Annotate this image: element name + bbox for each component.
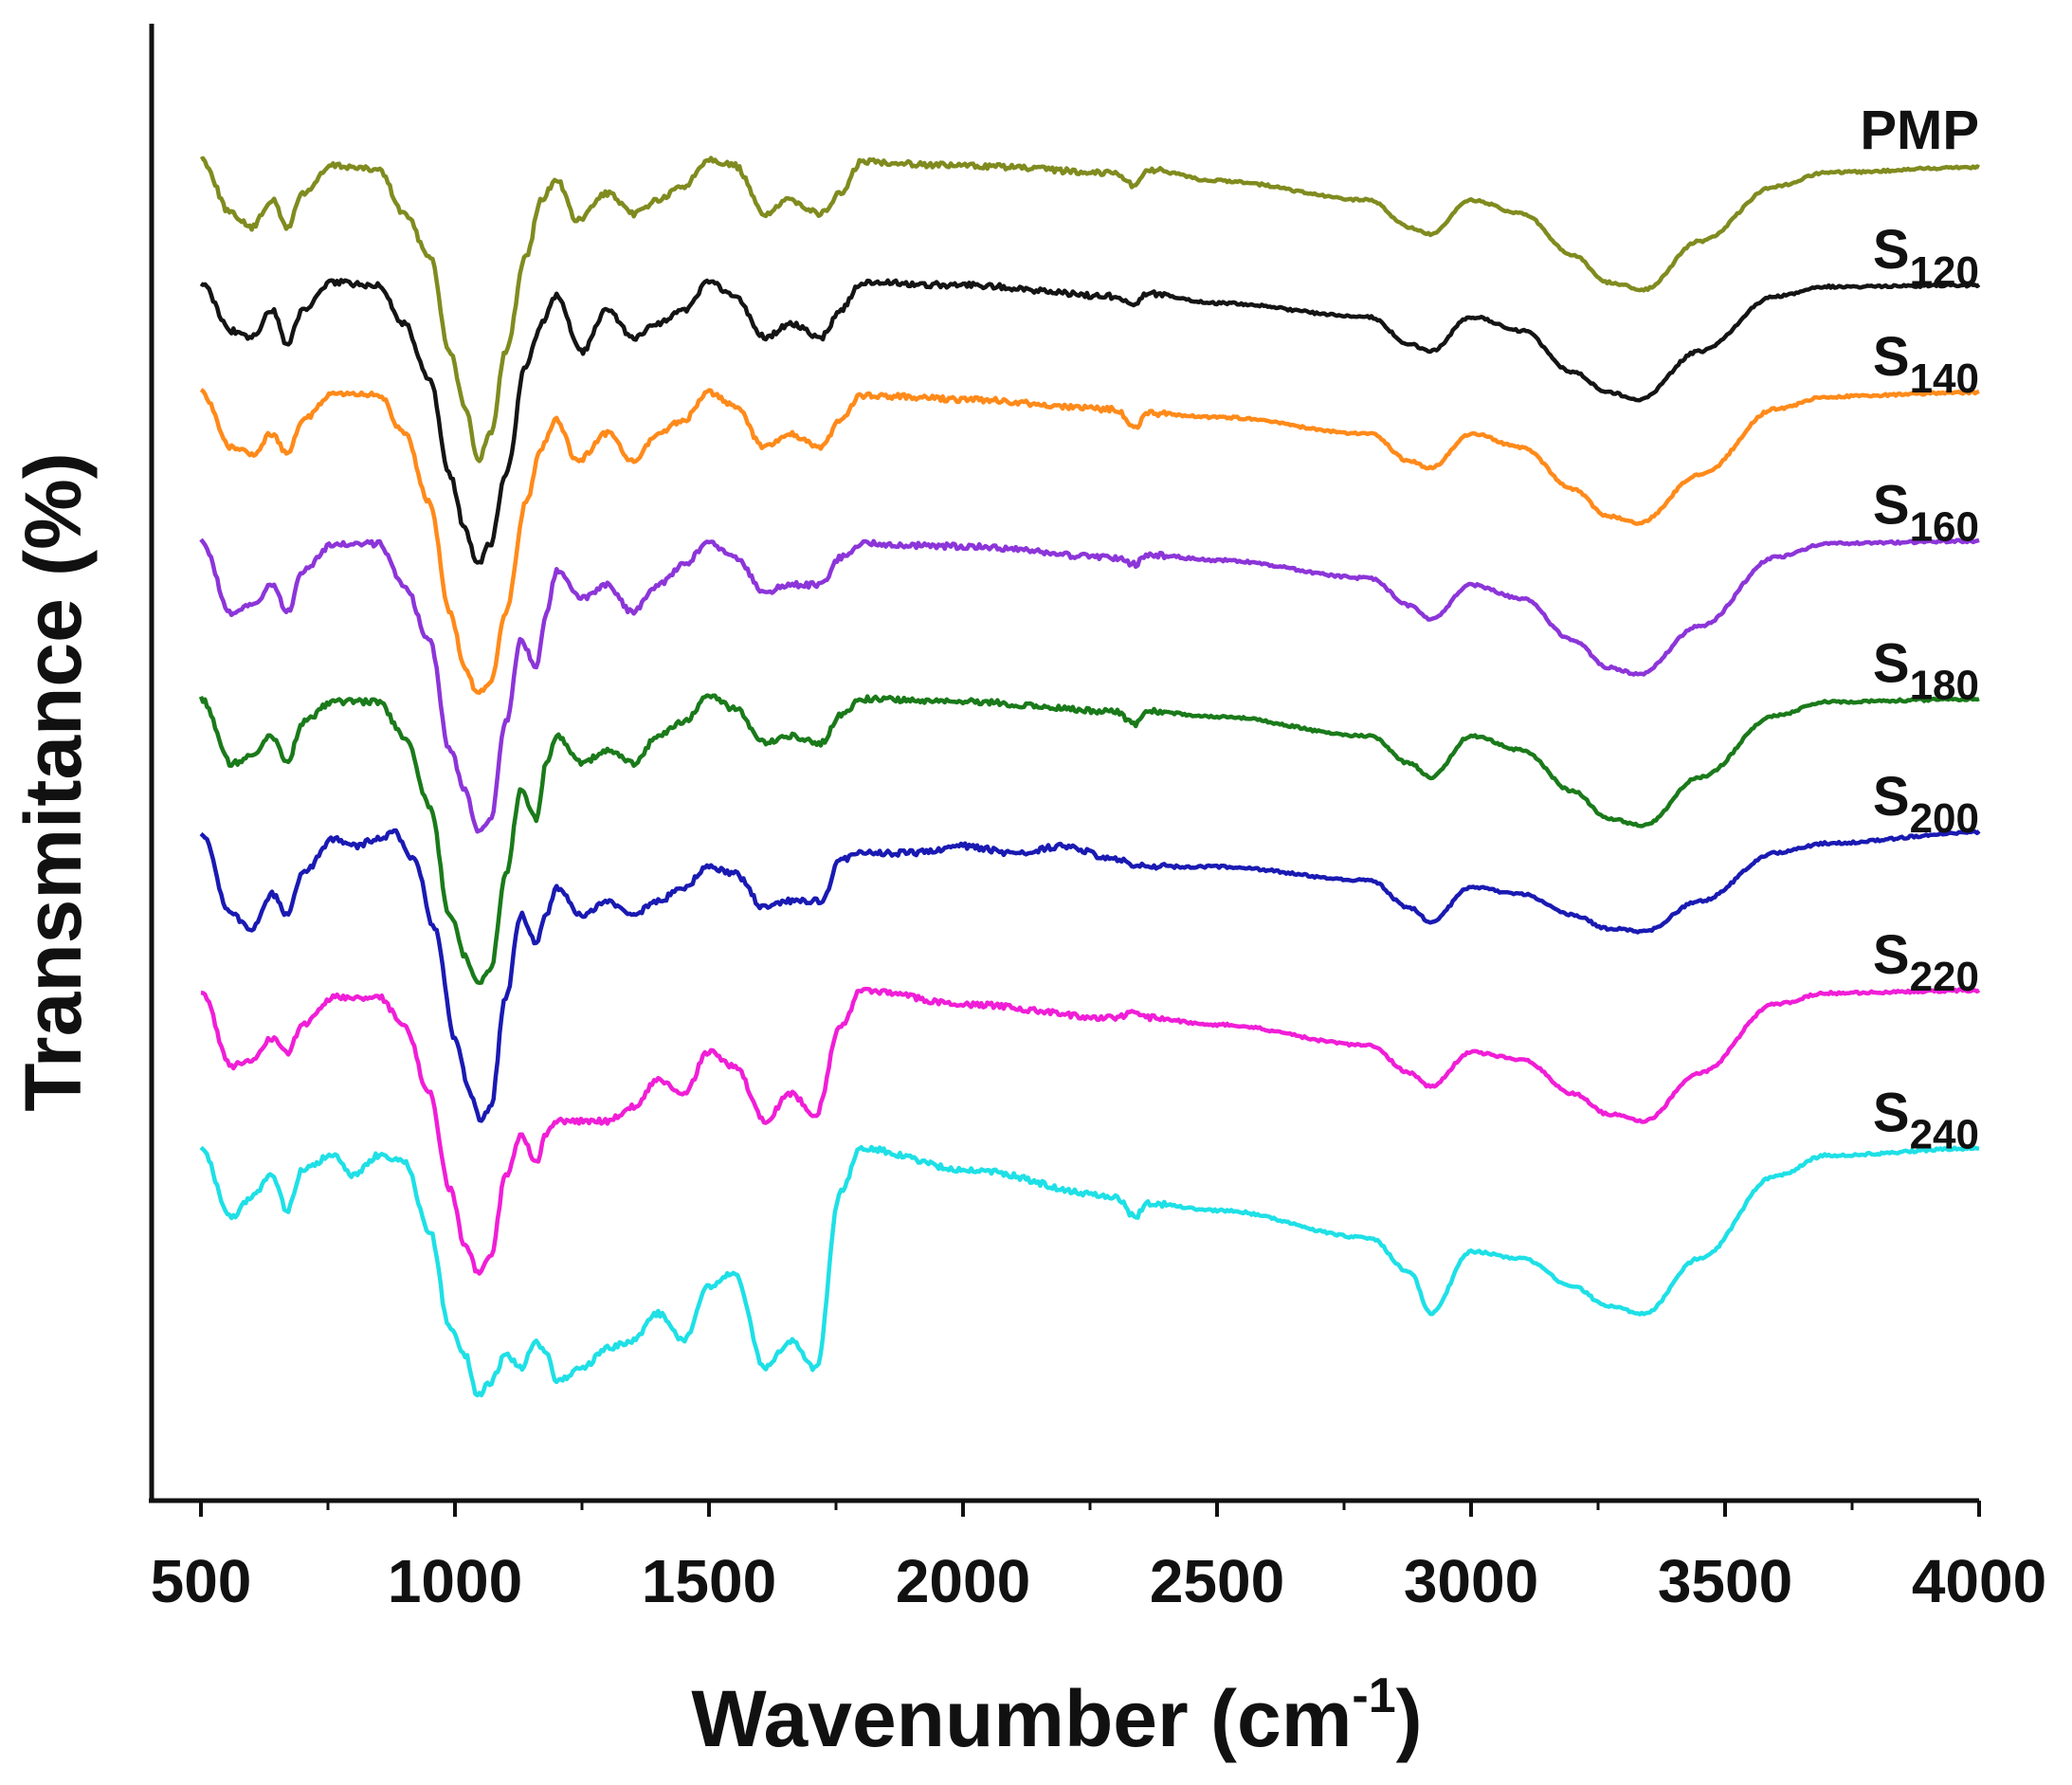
- x-axis-title-main: Wavenumber (cm: [691, 1674, 1352, 1763]
- series-label-subscript: 120: [1910, 248, 1979, 295]
- series-label-s160: S160: [1873, 475, 1979, 551]
- series-label-s240: S240: [1873, 1083, 1979, 1158]
- series-line-pmp: [199, 155, 1981, 464]
- series-line-s180: [198, 693, 1980, 986]
- series-label-subscript: 180: [1910, 662, 1979, 708]
- series-label-pmp: PMP: [1860, 100, 1979, 161]
- series-label-subscript: 220: [1910, 954, 1979, 1000]
- series-label-main: S: [1873, 475, 1910, 537]
- x-tick-label-2500: 2500: [1150, 1547, 1284, 1615]
- series-label-main: S: [1873, 326, 1910, 388]
- x-tick-label-3500: 3500: [1658, 1547, 1792, 1615]
- series-line-s240: [199, 1144, 1980, 1398]
- series-label-main: S: [1873, 219, 1910, 281]
- x-tick-label-500: 500: [151, 1547, 252, 1615]
- x-tick-label-4000: 4000: [1912, 1547, 2046, 1615]
- x-axis-title: Wavenumber (cm-1): [691, 1668, 1422, 1763]
- series-label-subscript: 160: [1910, 504, 1979, 551]
- series-label-s120: S120: [1873, 219, 1979, 295]
- series-line-s220: [200, 986, 1981, 1276]
- x-tick-label-1500: 1500: [642, 1547, 776, 1615]
- series-line-s160: [199, 537, 1980, 834]
- x-axis-title-close: ): [1396, 1674, 1423, 1763]
- x-tick-label-2000: 2000: [896, 1547, 1030, 1615]
- series-label-main: S: [1873, 924, 1910, 986]
- series-label-main: S: [1873, 766, 1910, 828]
- series-label-subscript: 240: [1910, 1112, 1979, 1158]
- series-line-s120: [199, 278, 1981, 565]
- series-label-subscript: 140: [1910, 355, 1979, 402]
- x-axis-title-sup: -1: [1352, 1668, 1395, 1723]
- x-ticks: 500 1000 1500 2000 2500 3000 3500 4000: [151, 1501, 2046, 1615]
- series-label-s140: S140: [1873, 326, 1979, 402]
- y-axis-title: Transmitance (%): [9, 452, 98, 1112]
- series-label-s220: S220: [1873, 924, 1979, 1000]
- series-layer: [198, 155, 1981, 1398]
- series-label-main: S: [1873, 1083, 1910, 1144]
- x-tick-label-1000: 1000: [388, 1547, 522, 1615]
- series-line-s140: [199, 388, 1980, 696]
- series-label-s200: S200: [1873, 766, 1979, 842]
- series-label-main: PMP: [1860, 100, 1979, 161]
- series-label-main: S: [1873, 632, 1910, 694]
- series-line-s200: [199, 828, 1981, 1123]
- series-label-s180: S180: [1873, 632, 1979, 708]
- x-tick-label-3000: 3000: [1404, 1547, 1538, 1615]
- series-label-subscript: 200: [1910, 795, 1979, 842]
